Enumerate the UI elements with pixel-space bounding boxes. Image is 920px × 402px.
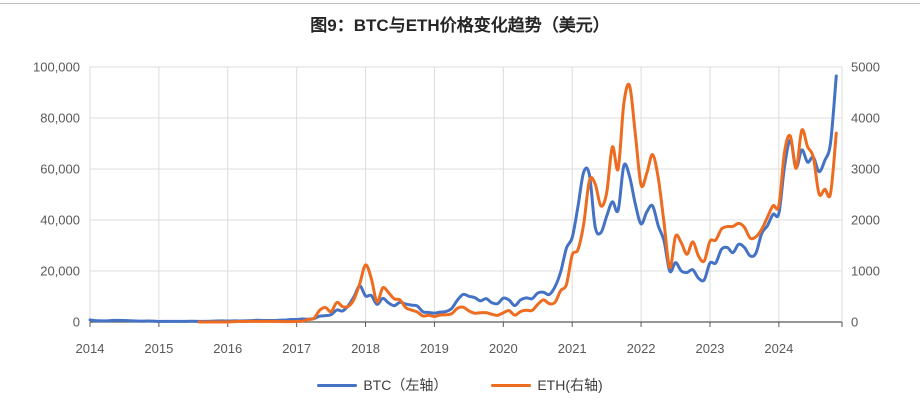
right-axis-tick-label: 3000 [851, 162, 880, 177]
x-axis-tick-label: 2014 [76, 341, 105, 356]
x-axis-tick-label: 2017 [282, 341, 311, 356]
legend-label-btc: BTC（左轴） [363, 377, 448, 393]
right-axis-tick-label: 4000 [851, 111, 880, 126]
right-axis-tick-label: 0 [851, 315, 858, 330]
x-axis-tick-label: 2024 [764, 341, 793, 356]
btc-line-swatch [317, 383, 358, 387]
left-axis-tick-label: 20,000 [40, 264, 80, 279]
eth-line-swatch [491, 383, 532, 387]
top-divider [0, 3, 920, 4]
x-axis-tick-label: 2016 [213, 341, 242, 356]
legend-label-eth: ETH(右轴) [537, 377, 603, 393]
x-axis-tick-label: 2018 [351, 341, 380, 356]
x-axis-tick-label: 2015 [144, 341, 173, 356]
x-axis-tick-label: 2020 [489, 341, 518, 356]
right-axis-tick-label: 1000 [851, 264, 880, 279]
x-axis-tick-label: 2022 [627, 341, 656, 356]
left-axis-tick-label: 80,000 [40, 111, 80, 126]
x-axis-tick-label: 2019 [420, 341, 449, 356]
btc-series-line [88, 74, 838, 323]
right-axis-tick-label: 2000 [851, 213, 880, 228]
left-axis-tick-label: 100,000 [33, 60, 80, 75]
chart-legend: BTC（左轴） ETH(右轴) [0, 375, 920, 395]
left-axis-tick-label: 40,000 [40, 213, 80, 228]
x-axis-tick-label: 2021 [558, 341, 587, 356]
eth-series-line [197, 82, 838, 324]
chart-title: 图9：BTC与ETH价格变化趋势（美元） [310, 16, 610, 35]
right-axis-tick-label: 5000 [851, 60, 880, 75]
left-axis-tick-label: 0 [73, 315, 80, 330]
legend-item-eth: ETH(右轴) [491, 375, 603, 395]
legend-item-btc: BTC（左轴） [317, 375, 447, 395]
left-axis-tick-label: 60,000 [40, 162, 80, 177]
x-axis-tick-label: 2023 [696, 341, 725, 356]
